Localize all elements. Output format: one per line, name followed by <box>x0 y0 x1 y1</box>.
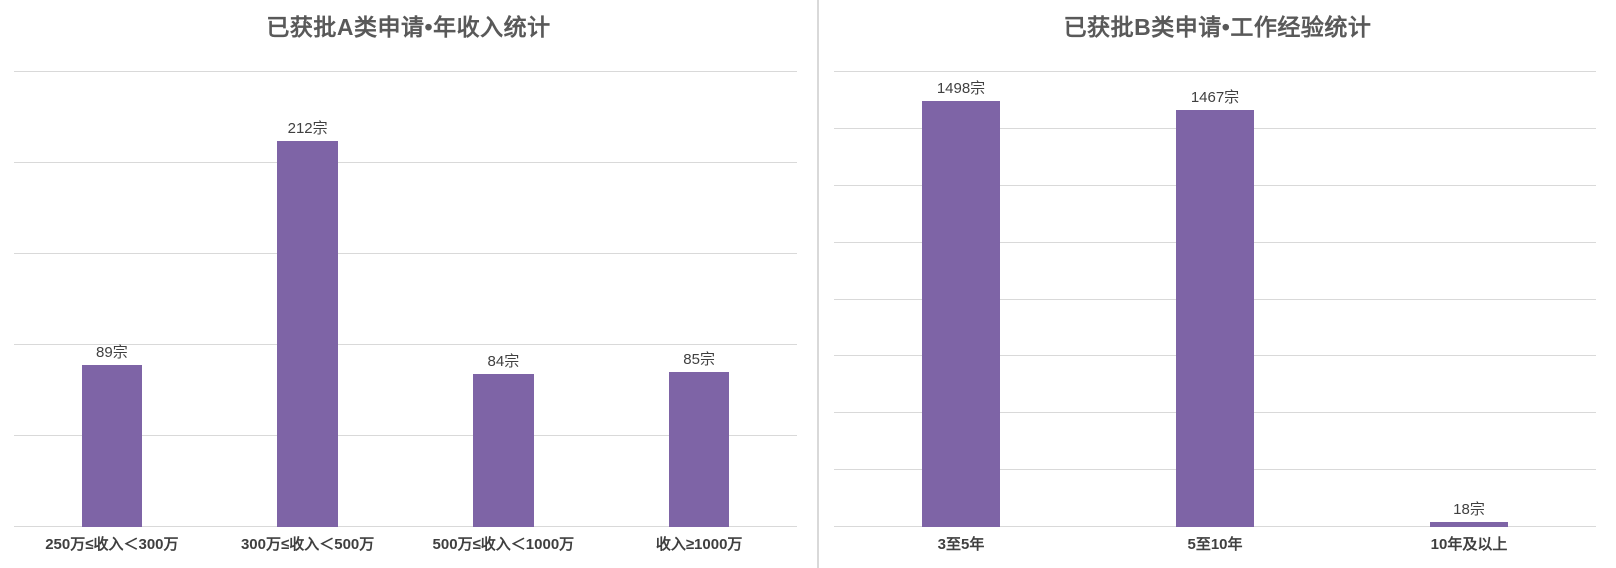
category-label: 300万≤收入＜500万 <box>240 536 375 553</box>
panel-divider <box>817 0 819 568</box>
category-label: 3至5年 <box>937 536 985 553</box>
chart-title-experience: 已获批B类申请•工作经验统计 <box>1063 14 1372 40</box>
value-label: 85宗 <box>683 351 715 369</box>
plot-area: 89宗 212宗 84宗 85宗 <box>14 71 797 527</box>
category-axis: 250万≤收入＜300万 300万≤收入＜500万 500万≤收入＜1000万 收入≥… <box>14 527 797 554</box>
category-label: 250万≤收入＜300万 <box>45 536 179 553</box>
value-label: 18宗 <box>1453 500 1485 518</box>
bar <box>668 372 730 527</box>
bar <box>1429 521 1509 527</box>
value-label: 89宗 <box>96 344 128 361</box>
bars-layer: 1498宗 1467宗 18宗 <box>834 72 1596 527</box>
plot-area: 1498宗 1467宗 18宗 <box>834 71 1596 527</box>
chart-panel-income: 已获批A类申请•年收入统计 89宗 212宗 84宗 85宗 250万≤收入＜300万 3… <box>0 14 817 568</box>
bar-slot: 89宗 <box>14 72 210 527</box>
bar-slot: 1467宗 <box>1088 72 1342 527</box>
bar-slot: 1498宗 <box>834 72 1088 527</box>
bar <box>81 365 143 527</box>
gridline <box>14 435 797 436</box>
category-label: 10年及以上 <box>1430 536 1508 553</box>
bars-layer: 89宗 212宗 84宗 85宗 <box>14 72 797 527</box>
value-label: 1498宗 <box>936 80 986 97</box>
gridline <box>14 162 797 163</box>
value-label: 1467宗 <box>1190 88 1240 106</box>
gridline <box>14 344 797 345</box>
category-label: 收入≥1000万 <box>655 536 743 553</box>
value-label: 212宗 <box>287 120 328 138</box>
bar-slot: 212宗 <box>210 72 406 527</box>
chart-title-income: 已获批A类申请•年收入统计 <box>266 14 551 40</box>
chart-panel-experience: 已获批B类申请•工作经验统计 1498宗 1467宗 18宗 3至5年 5至10年 10年… <box>819 0 1616 568</box>
category-label: 500万≤收入＜1000万 <box>432 536 575 553</box>
x-axis-line <box>14 526 797 527</box>
bar-chart-income: 89宗 212宗 84宗 85宗 250万≤收入＜300万 300万≤收入＜500万 500… <box>0 42 817 568</box>
value-label: 84宗 <box>487 353 520 371</box>
bar-slot: 18宗 <box>1342 72 1596 527</box>
bar-slot: 84宗 <box>406 72 602 527</box>
gridline <box>834 71 1596 72</box>
gridline <box>14 71 797 72</box>
bar-slot: 85宗 <box>601 72 797 527</box>
category-axis: 3至5年 5至10年 10年及以上 <box>834 527 1596 554</box>
bar <box>1175 109 1255 527</box>
bar <box>473 374 534 527</box>
gridline <box>14 253 797 254</box>
bar <box>921 101 1001 527</box>
bar-chart-experience: 1498宗 1467宗 18宗 3至5年 5至10年 10年及以上 <box>819 42 1616 568</box>
bar <box>277 141 338 527</box>
category-label: 5至10年 <box>1187 536 1243 553</box>
